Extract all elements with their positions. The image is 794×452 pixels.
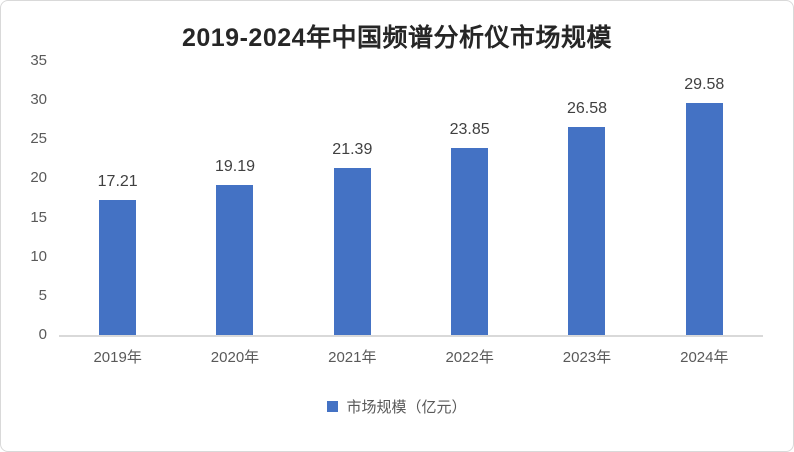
y-axis: 0 5 10 15 20 25 30 35 [15, 52, 59, 343]
legend: 市场规模（亿元） [1, 396, 793, 417]
legend-swatch-icon [327, 401, 339, 412]
chart-title: 2019-2024年中国频谱分析仪市场规模 [181, 24, 613, 52]
bar-value-label: 23.85 [449, 121, 490, 139]
bar [685, 103, 723, 335]
bar-group: 23.85 [411, 61, 528, 335]
y-tick-label: 0 [38, 326, 47, 343]
bar-value-label: 19.19 [214, 157, 256, 175]
y-tick-label: 15 [30, 208, 47, 226]
bar [451, 148, 489, 335]
x-tick-label: 2021年 [328, 349, 377, 366]
plot-area: 0 5 10 15 20 25 30 35 17.21 19.19 21.39 23.85 26.58… [1, 52, 793, 343]
x-tick-label: 2022年 [445, 349, 494, 366]
y-tick-label: 30 [30, 91, 47, 109]
y-tick-label: 25 [30, 130, 47, 148]
bar-group: 26.58 [528, 61, 645, 335]
y-tick-label: 35 [30, 52, 47, 69]
bar [333, 167, 371, 335]
x-axis-labels: 2019年 2020年 2021年 2022年 2023年 2024年 [1, 346, 793, 367]
bar-value-label: 21.39 [332, 140, 373, 158]
y-tick-label: 20 [30, 169, 47, 187]
bar-group: 17.21 [59, 61, 176, 335]
bar [568, 126, 606, 335]
x-tick-label: 2019年 [93, 349, 142, 366]
x-tick-label: 2020年 [210, 349, 260, 366]
bar-group: 21.39 [294, 61, 411, 335]
bar-value-label: 26.58 [566, 99, 607, 117]
y-tick-label: 10 [30, 247, 47, 265]
x-tick-label: 2023年 [562, 349, 612, 366]
x-tick-label: 2024年 [680, 349, 729, 366]
y-tick-label: 5 [38, 286, 47, 304]
bar [216, 184, 254, 335]
bar-group: 29.58 [646, 61, 763, 335]
bar-value-label: 17.21 [97, 173, 138, 191]
legend-label: 市场规模（亿元） [346, 399, 467, 416]
bar-group: 19.19 [176, 61, 293, 335]
bar [99, 200, 137, 335]
bar-value-label: 29.58 [684, 76, 725, 94]
plot-box: 17.21 19.19 21.39 23.85 26.58 29.58 [59, 61, 763, 337]
